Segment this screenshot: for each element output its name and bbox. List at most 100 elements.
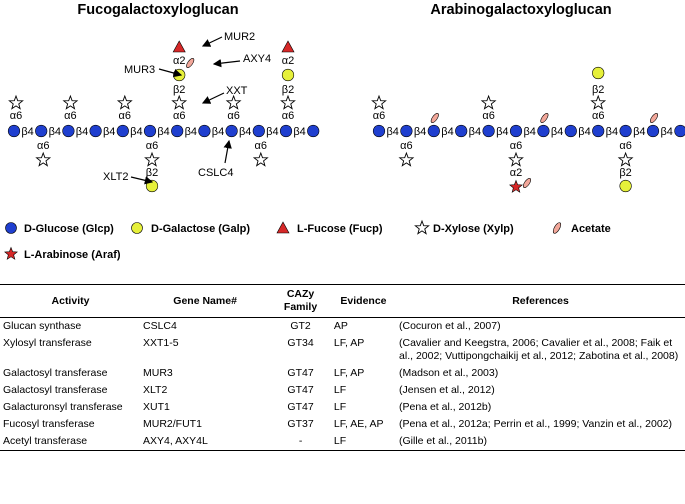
fucogalactoxyloglucan-title: Fucogalactoxyloglucan bbox=[77, 2, 238, 18]
xxt-arrow bbox=[201, 92, 225, 104]
linkage-label: β4 bbox=[212, 126, 224, 138]
linkage-label: β4 bbox=[523, 126, 535, 138]
cell-evidence: LF, AE, AP bbox=[333, 418, 384, 430]
cell-cazy-family: GT2 bbox=[290, 320, 311, 332]
cell-references: (Jensen et al., 2012) bbox=[399, 384, 495, 396]
xylose-icon bbox=[116, 94, 133, 110]
linkage-label: β4 bbox=[103, 126, 115, 138]
legend-galactose-icon bbox=[131, 222, 143, 234]
cell-references: (Pena et al., 2012b) bbox=[399, 401, 492, 413]
enzyme-label-axy4: AXY4 bbox=[243, 53, 271, 65]
linkage-label: β4 bbox=[496, 126, 508, 138]
glucose-icon bbox=[198, 124, 211, 138]
glucose-icon bbox=[62, 124, 75, 138]
fucose-icon bbox=[281, 40, 295, 53]
arabinose-icon bbox=[509, 179, 523, 193]
cell-cazy-family: GT47 bbox=[287, 401, 314, 413]
cell-activity: Xylosyl transferase bbox=[3, 337, 92, 349]
enzyme-label-xlt2: XLT2 bbox=[103, 171, 128, 183]
linkage-label: α6 bbox=[400, 140, 412, 152]
acetate-icon bbox=[430, 112, 439, 124]
cell-gene-name: MUR3 bbox=[142, 367, 173, 379]
legend: D-Glucose (Glcp) D-Galactose (Galp) L-Fu… bbox=[4, 219, 611, 261]
linkage-label: β4 bbox=[578, 126, 590, 138]
enzyme-annotations: MUR2 AXY4 MUR3 XXT XLT2 CSLC4 bbox=[103, 31, 271, 185]
linkage-label: α6 bbox=[227, 110, 239, 122]
glucose-icon bbox=[564, 124, 577, 138]
glucose-icon bbox=[674, 124, 685, 138]
cell-references: (Madson et al., 2003) bbox=[399, 367, 499, 379]
xylose-icon bbox=[280, 94, 296, 110]
linkage-label: β2 bbox=[592, 84, 604, 96]
header-gene-name: Gene Name# bbox=[139, 284, 271, 318]
table-row: Galactosyl transferase XLT2 GT47 LF (Jensen … bbox=[0, 382, 685, 399]
cell-cazy-family: GT47 bbox=[287, 384, 314, 396]
linkage-label: α6 bbox=[282, 110, 294, 122]
cell-activity: Galacturonsyl transferase bbox=[3, 401, 123, 413]
xylose-icon bbox=[171, 94, 188, 110]
linkage-label: β2 bbox=[282, 84, 294, 96]
acetate-icon bbox=[540, 112, 549, 124]
xylose-icon bbox=[62, 94, 79, 110]
linkage-label: β2 bbox=[173, 84, 185, 96]
linkage-label: α6 bbox=[119, 110, 131, 122]
linkage-label: α6 bbox=[64, 110, 76, 122]
linkage-label: α6 bbox=[510, 140, 522, 152]
glucose-icon bbox=[509, 124, 523, 138]
galactose-icon bbox=[281, 68, 295, 82]
cell-cazy-family: GT37 bbox=[287, 418, 314, 430]
cell-references: (Cocuron et al., 2007) bbox=[399, 320, 501, 332]
axy4-arrow bbox=[212, 59, 241, 68]
xylose-icon bbox=[480, 94, 497, 110]
xylose-icon bbox=[371, 94, 387, 110]
cell-activity: Galactosyl transferase bbox=[3, 367, 108, 379]
cell-gene-name: XLT2 bbox=[142, 384, 168, 396]
table-row: Galacturonsyl transferase XUT1 GT47 LF (Pena… bbox=[0, 399, 685, 416]
cell-gene-name: MUR2/FUT1 bbox=[142, 418, 202, 430]
enzyme-table: Activity Gene Name# CAZy Family Evidence… bbox=[0, 284, 685, 451]
linkage-label: α6 bbox=[146, 140, 158, 152]
xylose-icon bbox=[414, 219, 430, 235]
xylose-icon bbox=[590, 94, 607, 110]
glucose-icon bbox=[143, 124, 157, 138]
linkage-label: β4 bbox=[606, 126, 618, 138]
cell-evidence: LF bbox=[333, 401, 347, 413]
glucose-icon bbox=[89, 124, 102, 138]
glucose-icon bbox=[116, 124, 129, 138]
linkage-label: α6 bbox=[255, 140, 267, 152]
cell-gene-name: AXY4, AXY4L bbox=[139, 433, 271, 451]
linkage-label: β4 bbox=[551, 126, 563, 138]
xylose-icon bbox=[617, 151, 634, 167]
glucose-icon bbox=[252, 124, 265, 138]
linkage-label: α6 bbox=[592, 110, 604, 122]
fucose-icon bbox=[172, 40, 186, 53]
glycan-structures: β4 β4 β4 β4 β4 β4 β4 β4 β4 β4 β4 β4 β4 β4 β4 β4 β4 β4 β4 β4… bbox=[7, 40, 685, 193]
table-row: Xylosyl transferase XXT1-5 GT34 LF, AP (Cava… bbox=[0, 335, 685, 365]
xylose-icon bbox=[398, 151, 415, 167]
glucose-icon bbox=[279, 124, 293, 138]
linkage-label: α2 bbox=[282, 55, 294, 67]
glucose-icon bbox=[225, 124, 238, 138]
glucose-icon bbox=[592, 124, 605, 138]
cell-evidence: AP bbox=[333, 320, 348, 332]
linkage-label: β2 bbox=[146, 167, 158, 179]
cell-activity: Glucan synthase bbox=[3, 320, 82, 332]
xylose-icon bbox=[35, 151, 52, 167]
cell-cazy-family: GT34 bbox=[287, 337, 314, 349]
cell-evidence: LF bbox=[333, 384, 347, 396]
xylose-icon bbox=[225, 94, 242, 110]
cell-cazy-family: GT47 bbox=[287, 367, 314, 379]
linkage-label: β4 bbox=[293, 126, 305, 138]
cell-evidence: LF, AP bbox=[333, 337, 365, 349]
glucose-icon bbox=[455, 124, 468, 138]
glucose-icon bbox=[619, 124, 632, 138]
legend-arabinose-icon bbox=[4, 246, 18, 260]
arabinose-icon bbox=[4, 246, 18, 260]
glucose-icon bbox=[7, 124, 21, 138]
arabinogalactoxyloglucan-title: Arabinogalactoxyloglucan bbox=[430, 2, 611, 18]
legend-fucose-icon bbox=[276, 221, 290, 234]
linkage-label: β4 bbox=[130, 126, 142, 138]
header-evidence: Evidence bbox=[330, 284, 397, 318]
cell-gene-name: XUT1 bbox=[142, 401, 170, 413]
xylose-icon bbox=[252, 151, 269, 167]
